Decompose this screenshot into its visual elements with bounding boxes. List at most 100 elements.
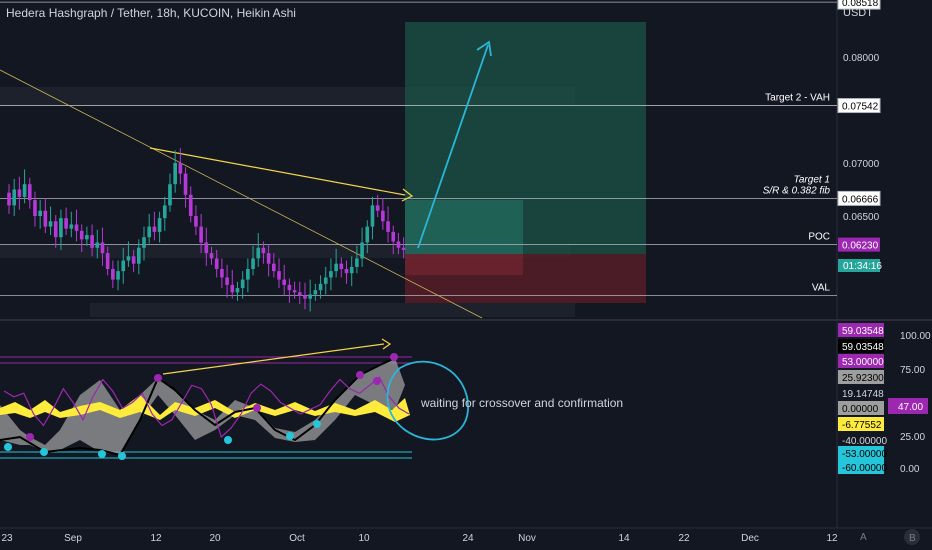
candle <box>401 247 406 250</box>
candles <box>7 148 406 312</box>
osc-side-badge-text: 47.00 <box>898 402 923 413</box>
candle <box>33 200 37 216</box>
candle <box>329 271 333 278</box>
osc-axis-tick-0: 100.00 <box>900 331 931 342</box>
osc-divergence-line <box>162 343 385 375</box>
candle <box>360 242 364 259</box>
poc-label: POC <box>808 232 830 243</box>
candle <box>64 218 68 229</box>
candle <box>370 205 375 227</box>
candle <box>126 256 131 261</box>
candle <box>256 247 261 259</box>
log-scale-icon[interactable]: B <box>909 533 916 544</box>
osc-divergence-arrowhead <box>381 338 392 350</box>
osc-badge-value: 53.00000 <box>842 357 884 368</box>
countdown-text: 01:34:16 <box>843 261 882 272</box>
candle <box>323 277 328 284</box>
osc-dot <box>356 371 364 379</box>
candle <box>53 221 58 238</box>
osc-badge-value: 0.00000 <box>842 404 879 415</box>
candle <box>287 284 292 291</box>
currency-label: USDT <box>843 7 873 19</box>
candle <box>303 295 307 299</box>
candle <box>235 288 240 293</box>
candle <box>121 260 126 272</box>
stop-zone-inner <box>405 254 523 275</box>
osc-badge-value: 59.03548 <box>842 342 884 353</box>
osc-dot <box>286 432 294 440</box>
time-tick-0: 23 <box>1 533 13 544</box>
time-tick-5: 10 <box>358 533 370 544</box>
time-tick-6: 24 <box>462 533 474 544</box>
val-label: VAL <box>812 283 831 294</box>
chart-title: Hedera Hashgraph / Tether, 18h, KUCOIN, … <box>6 6 296 20</box>
osc-badge-bg <box>838 446 884 460</box>
candle <box>282 279 287 285</box>
osc-dots <box>4 353 398 460</box>
price-axis[interactable]: 0.08000 0.07000 0.06500 <box>843 53 880 223</box>
candle <box>391 231 396 242</box>
oscillator-axis[interactable]: 100.00 75.00 25.00 0.00 <box>900 331 931 475</box>
time-axis[interactable]: 23 Sep 12 20 Oct 10 24 Nov 14 22 Dec 12 <box>1 533 838 544</box>
projection-arrowhead <box>476 40 492 57</box>
candle <box>69 224 74 229</box>
osc-dot <box>253 404 261 412</box>
target1-label: Target 1 <box>794 174 830 185</box>
candle <box>168 184 172 206</box>
candle <box>272 263 276 272</box>
osc-dot <box>313 420 321 428</box>
candle <box>355 258 359 267</box>
osc-purple-line <box>3 376 410 439</box>
time-tick-3: 20 <box>209 533 221 544</box>
poc-price-badge <box>838 237 880 252</box>
candle <box>116 271 120 280</box>
osc-yellow-histogram <box>0 395 410 422</box>
candle <box>22 184 27 197</box>
candle <box>95 242 100 248</box>
osc-badge-value: -40.00000 <box>842 436 887 447</box>
target3-price-badge <box>837 0 881 10</box>
auto-scale-icon[interactable]: A <box>860 532 867 543</box>
target1-label: S/R & 0.382 fib <box>763 185 831 196</box>
candle <box>339 263 344 269</box>
candle <box>74 224 79 231</box>
candle <box>349 266 354 274</box>
candle <box>292 290 297 293</box>
candle <box>199 226 203 243</box>
candle <box>111 269 115 280</box>
candle <box>43 210 48 227</box>
osc-dot <box>390 353 398 361</box>
candle <box>157 218 162 232</box>
osc-dot <box>154 374 162 382</box>
time-tick-2: 12 <box>150 533 162 544</box>
candle <box>194 216 198 227</box>
time-tick-11: 12 <box>826 533 838 544</box>
settings-icon-bg[interactable] <box>904 529 920 545</box>
candle <box>59 218 63 238</box>
osc-badge-value: 19.14748 <box>842 389 884 400</box>
target1-price-value: 0.06666 <box>842 194 879 205</box>
candle <box>137 247 141 264</box>
time-tick-9: 22 <box>678 533 690 544</box>
candle <box>246 269 250 280</box>
time-tick-1: Sep <box>64 533 82 544</box>
candle <box>365 226 370 243</box>
candle <box>85 235 89 240</box>
candle <box>396 241 401 248</box>
annotation-circle <box>386 360 469 441</box>
candle <box>214 258 219 269</box>
osc-badge-bg <box>838 433 884 447</box>
candle <box>142 237 146 248</box>
projection-arrow <box>417 44 489 249</box>
candle <box>297 292 302 296</box>
candle <box>12 189 17 206</box>
countdown-badge <box>838 259 880 272</box>
candle <box>17 189 22 197</box>
candle <box>220 269 224 278</box>
candle <box>152 226 157 232</box>
osc-badge-bg <box>838 460 884 474</box>
time-tick-8: 14 <box>618 533 630 544</box>
candle <box>131 256 136 264</box>
osc-side-badge <box>888 398 928 414</box>
